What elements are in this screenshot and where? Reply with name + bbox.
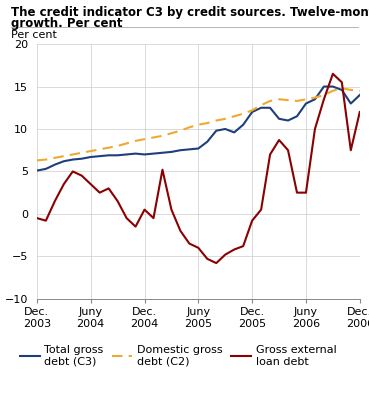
Text: growth. Per cent: growth. Per cent: [11, 17, 123, 30]
Legend: Total gross
debt (C3), Domestic gross
debt (C2), Gross external
loan debt: Total gross debt (C3), Domestic gross de…: [20, 345, 337, 367]
Text: Per cent: Per cent: [11, 30, 57, 40]
Text: The credit indicator C3 by credit sources. Twelve-month: The credit indicator C3 by credit source…: [11, 6, 369, 19]
